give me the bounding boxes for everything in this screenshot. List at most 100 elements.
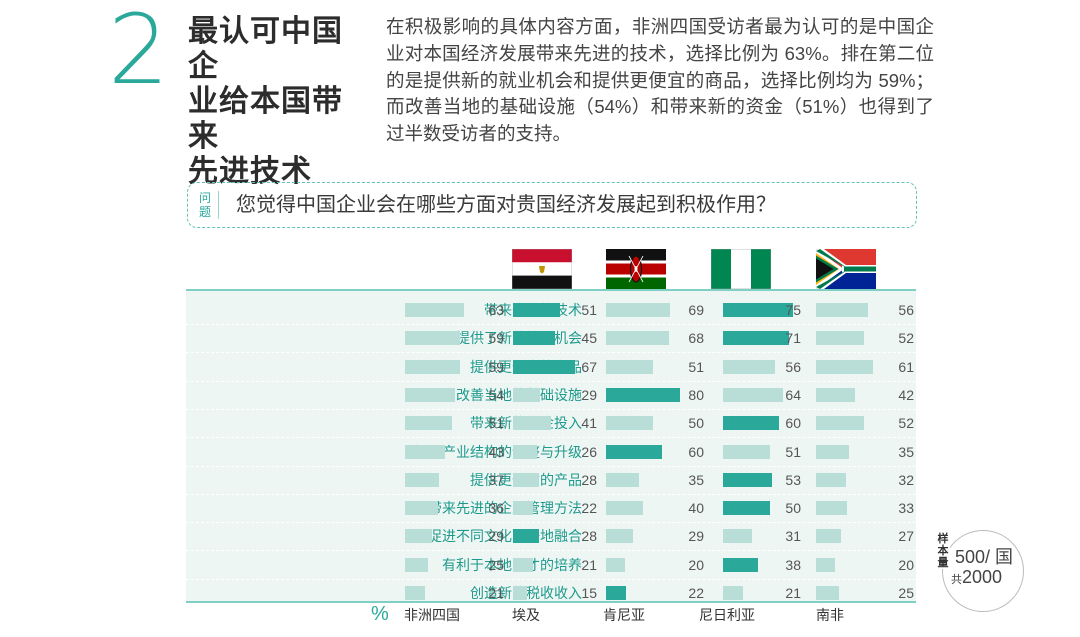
value-label: 29 [688, 528, 704, 545]
category-label: 推动产业结构的调整与升级 [414, 443, 582, 460]
bar [513, 444, 537, 459]
bar [405, 331, 460, 346]
row-separator [186, 352, 916, 354]
value-label: 22 [688, 585, 704, 601]
value-label: 60 [785, 415, 801, 432]
bar [513, 501, 533, 516]
chart-row: 推动产业结构的调整与升级 43 26 60 51 35 [186, 438, 916, 467]
chart-row: 提供更优质的产品3728355332 [186, 466, 916, 495]
bar [405, 444, 445, 459]
sample-total: 共2000 [951, 566, 1002, 591]
chart-top-rule [186, 289, 916, 291]
value-label: 63 [488, 302, 504, 318]
value-label: 61 [898, 358, 914, 375]
value-label: 59 [488, 358, 504, 375]
row-separator [186, 465, 916, 467]
value-label: 59 [488, 330, 504, 347]
bar [723, 529, 752, 544]
bar [606, 586, 626, 600]
bar [513, 416, 551, 431]
value-label: 42 [898, 386, 914, 403]
column-label-egypt: 埃及 [512, 607, 540, 623]
value-label: 41 [581, 415, 597, 432]
bar [816, 416, 864, 431]
bar [723, 359, 775, 374]
bar [405, 472, 439, 487]
sample-size-badge [942, 530, 1024, 612]
value-label: 64 [785, 386, 801, 403]
value-label: 33 [898, 500, 914, 517]
value-label: 69 [688, 302, 704, 318]
bar [606, 501, 643, 516]
column-label-kenya: 肯尼亚 [603, 607, 645, 623]
question-text: 您觉得中国企业会在哪些方面对贵国经济发展起到积极作用？ [236, 194, 776, 216]
bar [405, 501, 438, 516]
question-box: 问题 您觉得中国企业会在哪些方面对贵国经济发展起到积极作用？ [187, 182, 917, 228]
sample-per-country: 500/ 国 [955, 547, 1014, 567]
row-separator [186, 493, 916, 495]
column-label-nigeria: 尼日利亚 [699, 607, 755, 623]
bar [723, 444, 770, 459]
row-separator [186, 522, 916, 524]
value-label: 21 [785, 585, 801, 601]
bar [816, 331, 864, 346]
value-label: 52 [898, 330, 914, 347]
value-label: 60 [688, 443, 704, 460]
chart-row: 创造新的税收收入2115222125 [186, 579, 916, 608]
bar [513, 529, 539, 544]
row-separator [186, 578, 916, 580]
bar [513, 472, 539, 487]
value-label: 28 [581, 528, 597, 545]
chart-row: 带来先进的技术6351697556 [186, 296, 916, 325]
value-label: 54 [488, 386, 504, 403]
bar [513, 331, 555, 346]
bar [513, 387, 540, 402]
value-label: 28 [581, 471, 597, 488]
bar [405, 359, 460, 374]
bar [816, 444, 849, 459]
bar [405, 303, 464, 317]
bar [723, 331, 789, 346]
row-separator [186, 437, 916, 439]
bar [513, 359, 575, 374]
egypt-flag-icon [512, 249, 572, 289]
chart-bottom-rule [186, 601, 916, 603]
value-label: 51 [581, 302, 597, 318]
value-label: 31 [785, 528, 801, 545]
row-separator [186, 380, 916, 382]
bar [606, 529, 633, 544]
value-label: 36 [488, 500, 504, 517]
value-label: 68 [688, 330, 704, 347]
bar [405, 416, 452, 431]
value-label: 35 [898, 443, 914, 460]
value-label: 35 [688, 471, 704, 488]
row-separator [186, 550, 916, 552]
bar [816, 501, 847, 516]
bar [606, 472, 639, 487]
bar [723, 501, 770, 516]
value-label: 45 [581, 330, 597, 347]
bar [606, 444, 662, 459]
bar [816, 586, 839, 600]
bar [816, 359, 873, 374]
sample-size-tag: 样本量 [936, 533, 950, 569]
value-label: 20 [688, 556, 704, 573]
value-label: 25 [488, 556, 504, 573]
value-label: 56 [785, 358, 801, 375]
value-label: 80 [688, 386, 704, 403]
bar [513, 557, 533, 572]
value-label: 20 [898, 556, 914, 573]
bar [606, 303, 670, 317]
column-label-south-africa: 南非 [816, 607, 844, 623]
category-label: 带来先进的企业管理方法 [428, 500, 582, 517]
value-label: 15 [581, 585, 597, 601]
bar [606, 416, 653, 431]
bar [723, 416, 779, 431]
value-label: 51 [688, 358, 704, 375]
row-separator [186, 408, 916, 410]
section-headline: 最认可中国企 业给本国带来 先进技术 [188, 15, 343, 188]
chart-row: 提供更便宜的商品5967515661 [186, 353, 916, 382]
bar [816, 557, 835, 572]
row-separator [186, 324, 916, 325]
value-label: 50 [785, 500, 801, 517]
